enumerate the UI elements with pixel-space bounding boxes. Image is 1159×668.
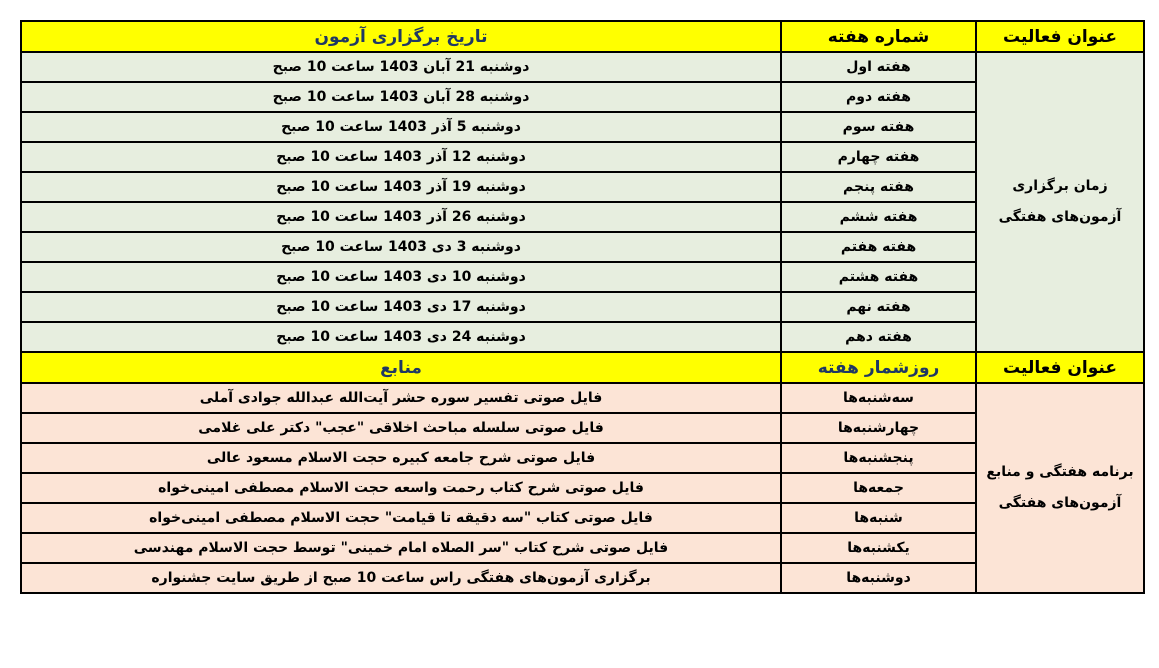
table-row: یکشنبه‌ها فایل صوتی شرح کتاب "سر الصلاه … xyxy=(20,532,1144,564)
table-row: هفته چهارم دوشنبه 12 آذر 1403 ساعت 10 صب… xyxy=(20,141,1144,173)
week-number-cell: هفته چهارم xyxy=(780,141,977,173)
exam-date-cell: دوشنبه 24 دی 1403 ساعت 10 صبح xyxy=(20,321,782,353)
week-number-cell: هفته ششم xyxy=(780,201,977,233)
table-row: هفته دهم دوشنبه 24 دی 1403 ساعت 10 صبح xyxy=(20,321,1144,353)
week-number-cell: هفته هفتم xyxy=(780,231,977,263)
table-row: هفته هشتم دوشنبه 10 دی 1403 ساعت 10 صبح xyxy=(20,261,1144,293)
table-row: جمعه‌ها فایل صوتی شرح کتاب رحمت واسعه حج… xyxy=(20,472,1144,504)
week-number-cell: هفته اول xyxy=(780,51,977,83)
week-number-cell: هفته پنجم xyxy=(780,171,977,203)
section2-merged-activity-cell: برنامه هفتگی و منابع آزمون‌های هفتگی xyxy=(975,382,1145,594)
week-number-cell: هفته سوم xyxy=(780,111,977,143)
weekday-cell: جمعه‌ها xyxy=(780,472,977,504)
section1-merged-activity-cell: زمان برگزاری آزمون‌های هفتگی xyxy=(975,51,1145,353)
table-row: هفته پنجم دوشنبه 19 آذر 1403 ساعت 10 صبح xyxy=(20,171,1144,203)
exam-date-cell: دوشنبه 10 دی 1403 ساعت 10 صبح xyxy=(20,261,782,293)
resource-cell: فایل صوتی کتاب "سه دقیقه تا قیامت" حجت ا… xyxy=(20,502,782,534)
table-row: دوشنبه‌ها برگزاری آزمون‌های هفتگی راس سا… xyxy=(20,562,1144,594)
merged-activity-line1: برنامه هفتگی و منابع xyxy=(986,464,1134,481)
exam-date-cell: دوشنبه 19 آذر 1403 ساعت 10 صبح xyxy=(20,171,782,203)
table-row: شنبه‌ها فایل صوتی کتاب "سه دقیقه تا قیام… xyxy=(20,502,1144,534)
section1-header-row: عنوان فعالیت شماره هفته تاریخ برگزاری آز… xyxy=(20,20,1145,53)
weekday-cell: چهارشنبه‌ها xyxy=(780,412,977,444)
table-row: هفته دوم دوشنبه 28 آبان 1403 ساعت 10 صبح xyxy=(20,81,1144,113)
weekday-cell: سه‌شنبه‌ها xyxy=(780,382,977,414)
exam-date-cell: دوشنبه 28 آبان 1403 ساعت 10 صبح xyxy=(20,81,782,113)
table-row: زمان برگزاری آزمون‌های هفتگی هفته اول دو… xyxy=(20,51,1145,353)
exam-date-cell: دوشنبه 12 آذر 1403 ساعت 10 صبح xyxy=(20,141,782,173)
table-row: هفته ششم دوشنبه 26 آذر 1403 ساعت 10 صبح xyxy=(20,201,1144,233)
resource-cell: برگزاری آزمون‌های هفتگی راس ساعت 10 صبح … xyxy=(20,562,782,594)
weekday-cell: دوشنبه‌ها xyxy=(780,562,977,594)
merged-activity-line2: آزمون‌های هفتگی xyxy=(998,209,1122,225)
table-row: هفته سوم دوشنبه 5 آذر 1403 ساعت 10 صبح xyxy=(20,111,1144,143)
exam-date-cell: دوشنبه 17 دی 1403 ساعت 10 صبح xyxy=(20,291,782,323)
resource-cell: فایل صوتی شرح جامعه کبیره حجت الاسلام مس… xyxy=(20,442,782,474)
resource-cell: فایل صوتی تفسیر سوره حشر آیت‌الله عبدالل… xyxy=(20,382,782,414)
resource-cell: فایل صوتی سلسله مباحث اخلاقی "عجب" دکتر … xyxy=(20,412,782,444)
weekday-cell: یکشنبه‌ها xyxy=(780,532,977,564)
exam-date-cell: دوشنبه 26 آذر 1403 ساعت 10 صبح xyxy=(20,201,782,233)
table-row: چهارشنبه‌ها فایل صوتی سلسله مباحث اخلاقی… xyxy=(20,412,1144,444)
week-number-cell: هفته دهم xyxy=(780,321,977,353)
table-row: پنجشنبه‌ها فایل صوتی شرح جامعه کبیره حجت… xyxy=(20,442,1144,474)
exam-date-cell: دوشنبه 3 دی 1403 ساعت 10 صبح xyxy=(20,231,782,263)
week-number-cell: هفته نهم xyxy=(780,291,977,323)
section2-header-row: عنوان فعالیت روزشمار هفته منابع xyxy=(20,351,1145,384)
weekday-cell: شنبه‌ها xyxy=(780,502,977,534)
exam-date-cell: دوشنبه 21 آبان 1403 ساعت 10 صبح xyxy=(20,51,782,83)
section1-header-activity: عنوان فعالیت xyxy=(975,20,1145,53)
merged-activity-line2: آزمون‌های هفتگی xyxy=(998,495,1122,511)
resource-cell: فایل صوتی شرح کتاب "سر الصلاه امام خمینی… xyxy=(20,532,782,564)
week-number-cell: هفته دوم xyxy=(780,81,977,113)
week-number-cell: هفته هشتم xyxy=(780,261,977,293)
merged-activity-line1: زمان برگزاری xyxy=(1012,178,1108,195)
exam-date-cell: دوشنبه 5 آذر 1403 ساعت 10 صبح xyxy=(20,111,782,143)
section2-header-resources: منابع xyxy=(20,351,782,384)
resource-cell: فایل صوتی شرح کتاب رحمت واسعه حجت الاسلا… xyxy=(20,472,782,504)
table-row: هفته نهم دوشنبه 17 دی 1403 ساعت 10 صبح xyxy=(20,291,1144,323)
weekday-cell: پنجشنبه‌ها xyxy=(780,442,977,474)
weekly-exam-schedule-table: عنوان فعالیت شماره هفته تاریخ برگزاری آز… xyxy=(20,20,1145,594)
section2-header-activity: عنوان فعالیت xyxy=(975,351,1145,384)
section2-header-weekday: روزشمار هفته xyxy=(780,351,977,384)
section1-header-week-number: شماره هفته xyxy=(780,20,977,53)
table-row: هفته هفتم دوشنبه 3 دی 1403 ساعت 10 صبح xyxy=(20,231,1144,263)
table-row: برنامه هفتگی و منابع آزمون‌های هفتگی سه‌… xyxy=(20,382,1145,594)
section1-header-exam-date: تاریخ برگزاری آزمون xyxy=(20,20,782,53)
